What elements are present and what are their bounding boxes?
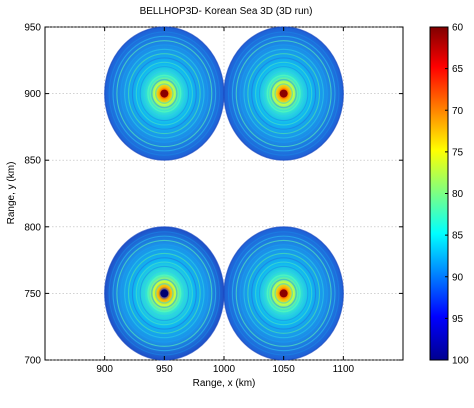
disc-ring xyxy=(131,257,197,330)
y-axis-ticks: 700 750 800 850 900 950 xyxy=(24,23,403,367)
disc-ring xyxy=(247,53,321,135)
colorbar-ticks: 60 65 70 75 80 85 90 95 100 xyxy=(445,23,469,367)
disc-ring xyxy=(247,252,321,334)
field-disc xyxy=(223,226,344,361)
disc-ring xyxy=(239,244,328,343)
y-tick-label: 800 xyxy=(24,222,41,233)
colorbar-tick-label: 95 xyxy=(452,314,464,325)
disc-ring xyxy=(227,231,340,356)
disc-ring xyxy=(131,57,197,130)
disc-ring xyxy=(120,44,209,143)
disc-ring xyxy=(135,61,193,126)
x-tick-label: 1000 xyxy=(213,364,236,375)
disc-ring xyxy=(255,61,313,126)
disc-ring xyxy=(235,239,332,347)
disc-ring xyxy=(116,40,213,148)
disc-ring xyxy=(124,48,205,139)
y-tick-label: 750 xyxy=(24,289,41,300)
disc-ring xyxy=(262,270,305,317)
disc-ring xyxy=(270,278,297,309)
disc-ring xyxy=(154,283,174,304)
disc-ring xyxy=(147,274,182,313)
x-tick-label: 1050 xyxy=(273,364,296,375)
disc-ring xyxy=(243,48,324,139)
field-disc xyxy=(104,26,225,161)
colorbar-tick-label: 70 xyxy=(452,106,464,117)
colorbar-tick-label: 75 xyxy=(452,147,464,158)
disc-ring xyxy=(231,235,336,352)
x-tick-label: 950 xyxy=(156,364,173,375)
chart-title: BELLHOP3D- Korean Sea 3D (3D run) xyxy=(140,6,313,17)
disc-ring xyxy=(127,252,201,334)
disc-ring xyxy=(274,83,294,104)
field-discs xyxy=(104,26,344,361)
disc-ring xyxy=(251,57,317,130)
disc-ring xyxy=(151,78,178,109)
y-axis-label: Range, y (km) xyxy=(6,162,17,225)
source-point xyxy=(160,289,169,298)
disc-ring xyxy=(270,78,297,109)
y-tick-label: 850 xyxy=(24,156,41,167)
disc-ring xyxy=(135,261,193,326)
disc-ring xyxy=(124,248,205,339)
x-tick-label: 900 xyxy=(96,364,113,375)
colorbar-tick-label: 80 xyxy=(452,189,464,200)
x-axis-label: Range, x (km) xyxy=(193,378,256,389)
disc-ring xyxy=(143,70,186,117)
source-point xyxy=(279,289,288,298)
disc-ring xyxy=(231,35,336,152)
disc-ring xyxy=(108,31,221,156)
disc-ring xyxy=(112,35,217,152)
field-disc xyxy=(104,226,225,361)
disc-ring xyxy=(147,74,182,113)
disc-ring xyxy=(139,66,190,122)
colorbar-tick-label: 65 xyxy=(452,64,464,75)
disc-ring xyxy=(116,239,213,347)
colorbar-tick-label: 60 xyxy=(452,23,464,34)
disc-ring xyxy=(255,261,313,326)
colorbar-tick-label: 90 xyxy=(452,272,464,283)
disc-ring xyxy=(235,40,332,148)
disc-ring xyxy=(251,257,317,330)
disc-ring xyxy=(227,31,340,156)
disc-ring xyxy=(266,74,301,113)
y-tick-label: 700 xyxy=(24,356,41,367)
x-tick-label: 1100 xyxy=(333,364,355,375)
disc-ring xyxy=(139,265,190,321)
y-tick-label: 950 xyxy=(24,23,41,34)
disc-ring xyxy=(262,70,305,117)
disc-ring xyxy=(239,44,328,143)
colorbar-tick-label: 85 xyxy=(452,231,464,242)
disc-ring xyxy=(120,244,209,343)
source-point xyxy=(279,89,288,98)
disc-ring xyxy=(274,283,294,304)
source-point xyxy=(160,89,169,98)
y-tick-label: 900 xyxy=(24,89,41,100)
disc-ring xyxy=(151,278,178,309)
disc-ring xyxy=(243,248,324,339)
disc-ring xyxy=(258,265,309,321)
disc-ring xyxy=(127,53,201,135)
x-axis-ticks: 900 950 1000 1050 1100 xyxy=(96,27,355,375)
disc-ring xyxy=(154,83,174,104)
disc-ring xyxy=(266,274,301,313)
disc-ring xyxy=(108,231,221,356)
disc-ring xyxy=(258,66,309,122)
field-disc xyxy=(223,26,344,161)
disc-ring xyxy=(112,235,217,352)
disc-ring xyxy=(143,270,186,317)
colorbar-tick-label: 100 xyxy=(452,356,469,367)
